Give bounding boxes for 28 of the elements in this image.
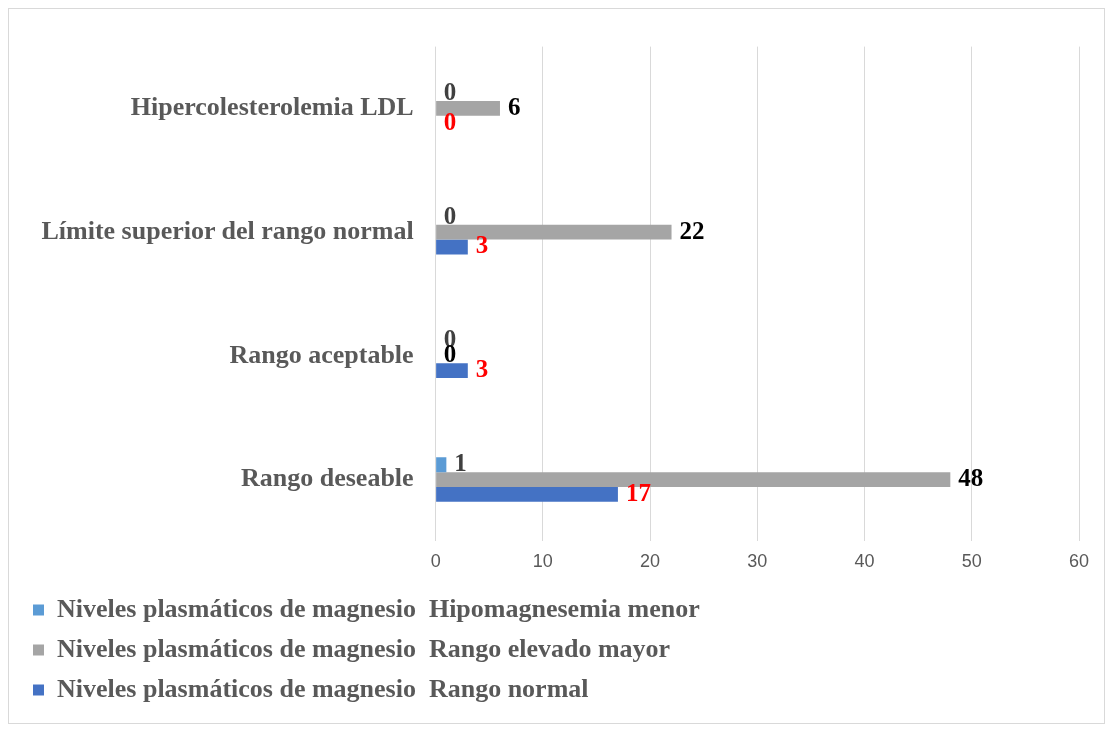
- bar: [436, 239, 468, 255]
- data-label: 0: [443, 201, 457, 229]
- bar: [436, 457, 447, 473]
- data-label: 1: [454, 449, 467, 477]
- bar: [436, 363, 468, 379]
- data-label: 3: [475, 355, 489, 383]
- legend-label: Niveles plasmáticos de magnesio Hipomagnesemia menor: [57, 593, 700, 623]
- x-tick-label: 10: [532, 551, 553, 572]
- legend-label: Niveles plasmáticos de magnesio Rango normal: [57, 673, 589, 703]
- data-label: 3: [475, 231, 489, 259]
- y-tick-label: Rango aceptable: [229, 339, 414, 369]
- data-label: 22: [679, 216, 705, 244]
- x-tick-label: 30: [747, 551, 768, 572]
- x-tick-label: 50: [961, 551, 982, 572]
- legend-label: Niveles plasmáticos de magnesio Rango elevado mayor: [57, 633, 671, 663]
- x-tick-label: 20: [640, 551, 661, 572]
- x-tick-label: 40: [854, 551, 875, 572]
- y-tick-label: Hipercolesterolemia LDL: [130, 92, 414, 122]
- bar: [436, 486, 618, 502]
- y-tick-label: Límite superior del rango normal: [41, 215, 414, 245]
- data-label: 48: [958, 464, 984, 491]
- data-label: 0: [443, 107, 457, 135]
- data-label: 17: [625, 478, 651, 506]
- x-tick-label: 0: [430, 551, 441, 572]
- y-tick-label: Rango deseable: [241, 463, 414, 493]
- x-tick-label: 60: [1068, 551, 1090, 572]
- data-label: 6: [507, 92, 521, 120]
- data-label: 0: [443, 78, 457, 106]
